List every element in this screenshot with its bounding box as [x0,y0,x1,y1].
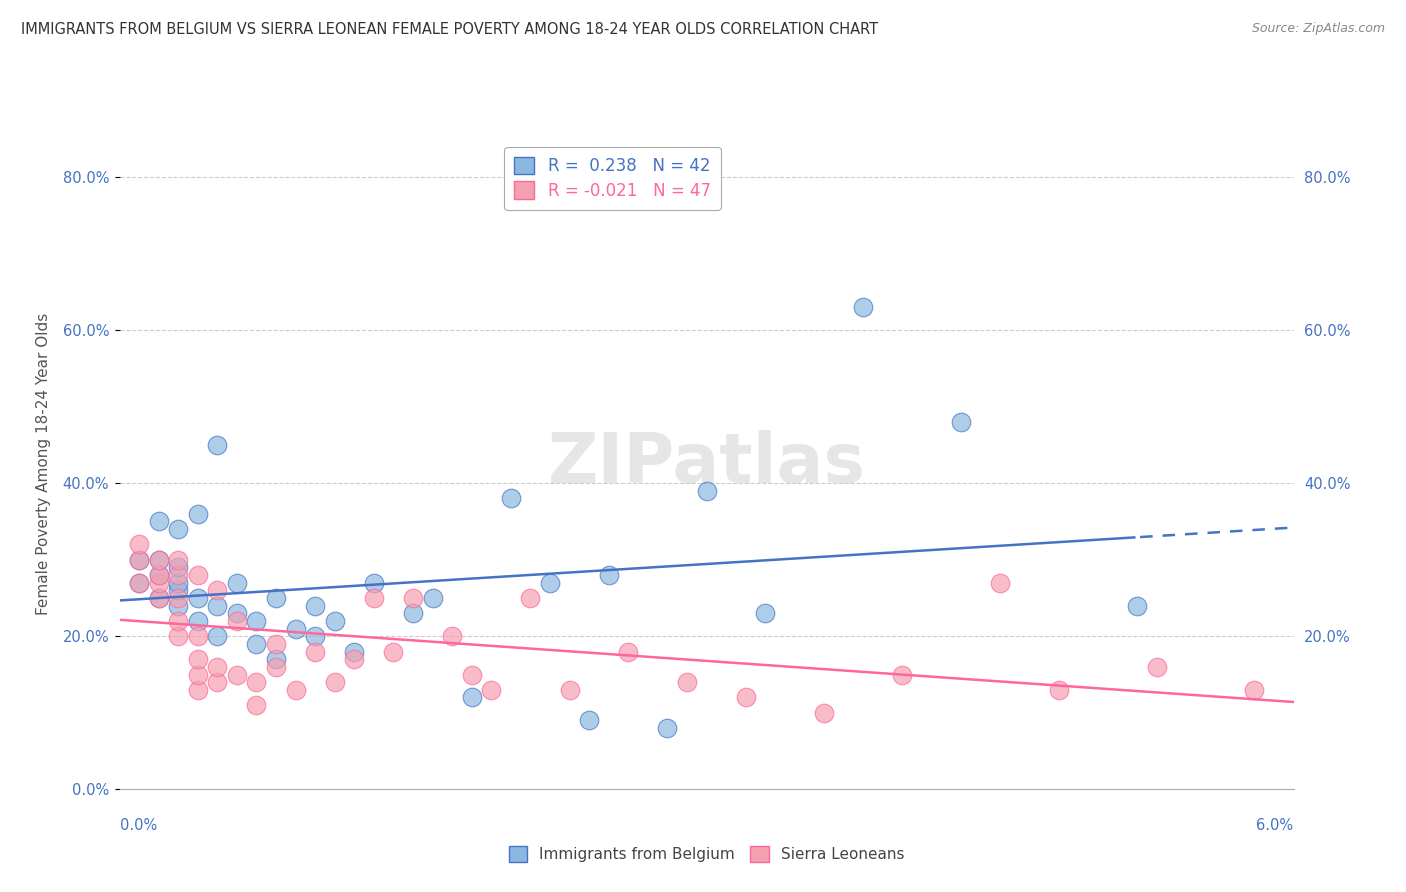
Point [128,575,150,590]
Point [558,682,581,697]
Y-axis label: Female Poverty Among 18-24 Year Olds: Female Poverty Among 18-24 Year Olds [37,313,52,615]
Point [148,552,170,566]
Point [167,629,190,643]
Point [148,514,170,528]
Point [167,552,190,566]
Point [167,575,190,590]
Point [1243,682,1265,697]
Point [148,575,170,590]
Point [245,675,267,690]
Legend: Immigrants from Belgium, Sierra Leoneans: Immigrants from Belgium, Sierra Leoneans [501,838,912,870]
Point [813,706,835,720]
Point [891,667,914,681]
Point [363,591,385,605]
Point [323,675,346,690]
Text: 6.0%: 6.0% [1257,818,1294,832]
Point [225,614,249,628]
Text: 0.0%: 0.0% [120,818,156,832]
Point [363,575,385,590]
Point [323,614,346,628]
Point [479,682,502,697]
Point [167,599,190,613]
Point [148,568,170,582]
Point [245,698,267,713]
Point [461,690,484,705]
Point [578,714,600,728]
Point [245,614,267,628]
Point [207,583,229,598]
Point [852,300,875,314]
Point [343,644,366,658]
Point [187,568,209,582]
Point [187,629,209,643]
Point [617,644,640,658]
Point [167,568,190,582]
Point [187,507,209,521]
Point [207,599,229,613]
Point [148,552,170,566]
Point [538,575,561,590]
Point [988,575,1011,590]
Point [167,522,190,536]
Point [422,591,444,605]
Point [245,637,267,651]
Point [187,614,209,628]
Point [187,667,209,681]
Point [461,667,484,681]
Point [148,591,170,605]
Point [128,552,150,566]
Point [304,644,326,658]
Point [148,591,170,605]
Point [734,690,756,705]
Point [598,568,620,582]
Point [187,652,209,666]
Point [284,622,307,636]
Point [207,629,229,643]
Point [207,438,229,452]
Point [264,660,287,674]
Point [128,575,150,590]
Point [1146,660,1168,674]
Point [754,606,776,620]
Text: IMMIGRANTS FROM BELGIUM VS SIERRA LEONEAN FEMALE POVERTY AMONG 18-24 YEAR OLDS C: IMMIGRANTS FROM BELGIUM VS SIERRA LEONEA… [21,22,879,37]
Point [167,591,190,605]
Point [304,629,326,643]
Point [207,675,229,690]
Point [128,537,150,551]
Point [676,675,699,690]
Point [128,552,150,566]
Point [207,660,229,674]
Point [167,560,190,574]
Point [225,606,249,620]
Point [949,415,972,429]
Point [264,637,287,651]
Point [402,606,425,620]
Point [187,682,209,697]
Point [499,491,522,506]
Point [264,591,287,605]
Point [225,667,249,681]
Point [402,591,425,605]
Point [225,575,249,590]
Point [148,568,170,582]
Point [284,682,307,697]
Point [167,614,190,628]
Text: ZIPatlas: ZIPatlas [547,430,866,498]
Text: Source: ZipAtlas.com: Source: ZipAtlas.com [1251,22,1385,36]
Point [657,721,679,735]
Point [264,652,287,666]
Point [1126,599,1149,613]
Point [519,591,541,605]
Point [382,644,405,658]
Point [696,483,718,498]
Point [304,599,326,613]
Point [187,591,209,605]
Point [441,629,464,643]
Point [167,583,190,598]
Point [343,652,366,666]
Point [1047,682,1070,697]
